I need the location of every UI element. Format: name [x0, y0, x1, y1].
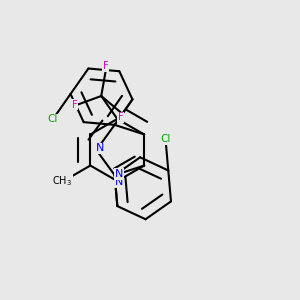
Text: F: F [118, 112, 124, 122]
Text: F: F [72, 100, 77, 110]
Text: Cl: Cl [160, 134, 171, 145]
Text: N: N [96, 143, 104, 153]
Text: N: N [115, 177, 123, 187]
Text: Cl: Cl [47, 114, 58, 124]
Text: F: F [103, 61, 109, 71]
Text: N: N [114, 169, 123, 179]
Text: CH$_3$: CH$_3$ [52, 174, 72, 188]
